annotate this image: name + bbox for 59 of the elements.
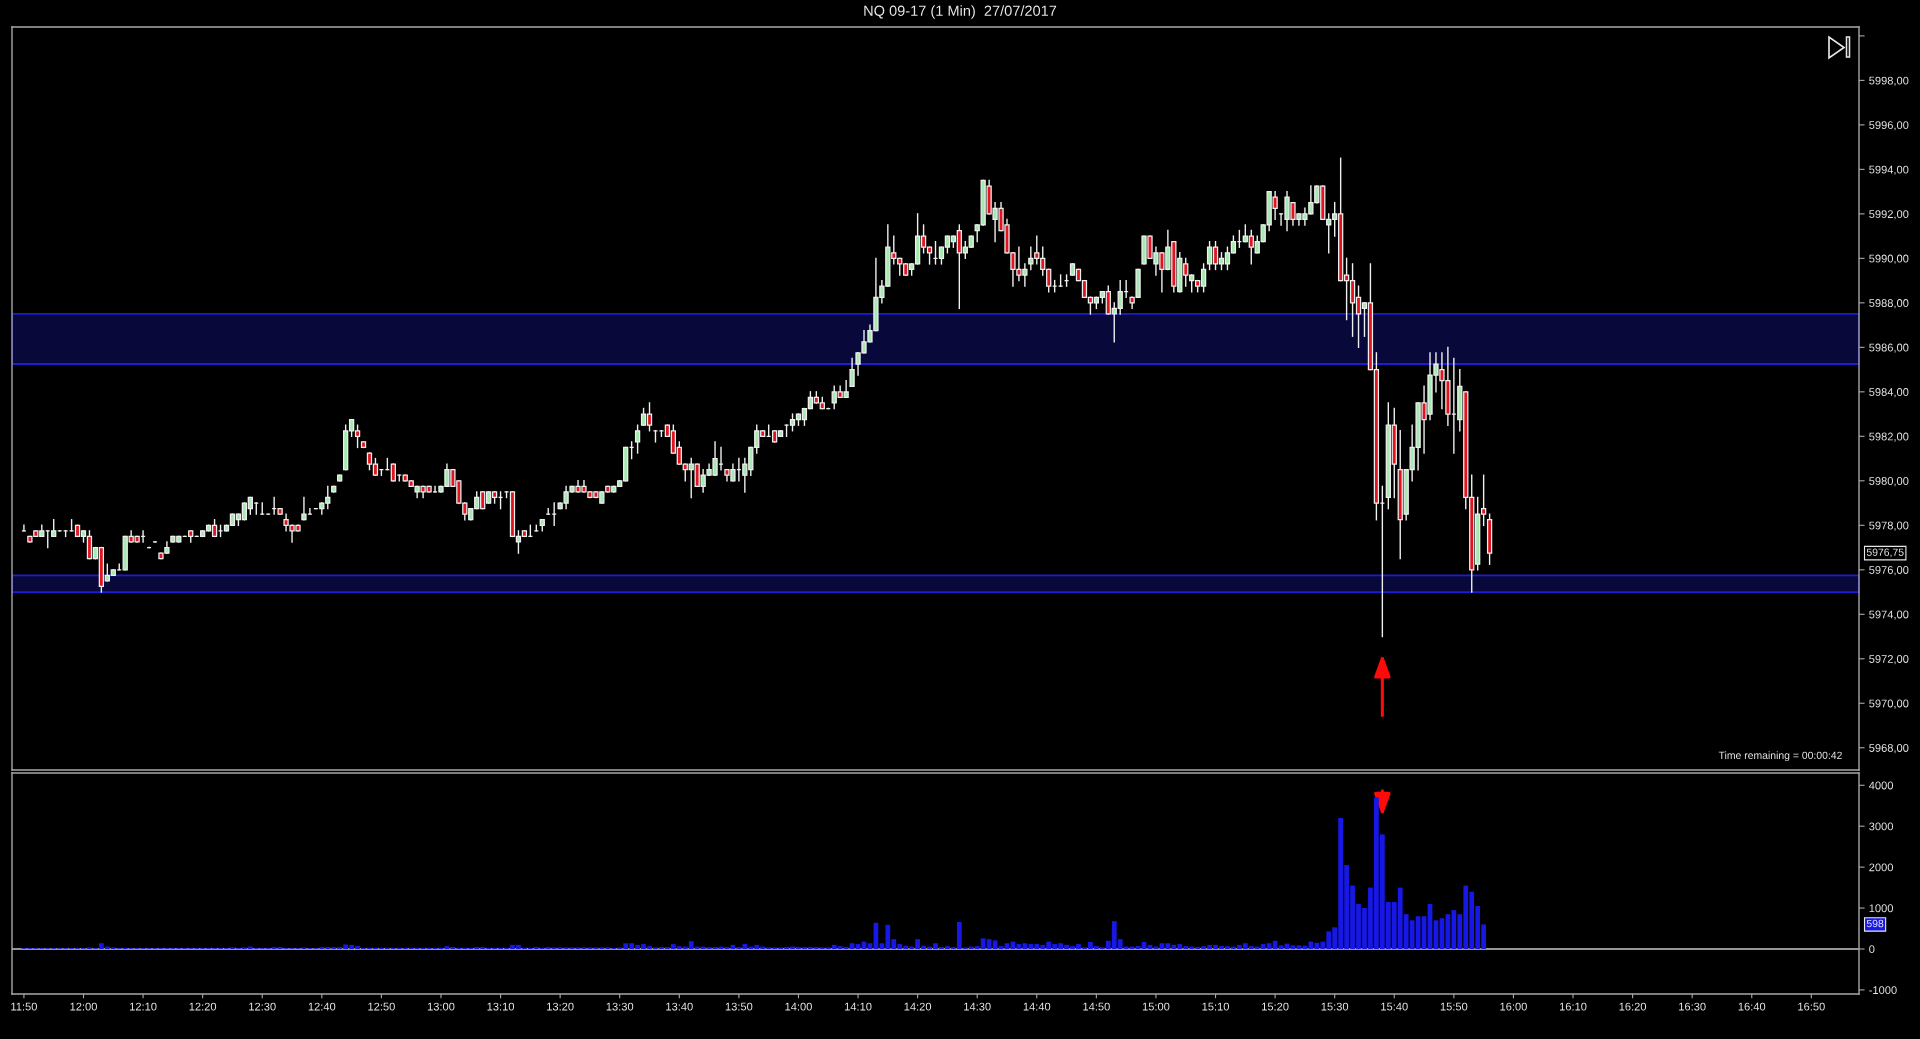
y-tick-label: 5974,00 [1869,610,1909,620]
y-tick-label: -1000 [1869,986,1897,995]
y-tick-label: 5978,00 [1869,521,1909,531]
y-tick-label: 5990,00 [1869,254,1909,264]
x-tick-label: 16:40 [1738,1002,1766,1011]
x-tick-label: 15:40 [1381,1002,1408,1011]
y-tick-label: 3000 [1869,822,1894,831]
y-tick-label: 5984,00 [1869,388,1909,398]
x-tick-label: 14:50 [1083,1002,1110,1011]
x-tick-label: 13:30 [606,1002,634,1011]
x-tick-label: 13:20 [547,1002,574,1011]
y-tick-label: 4000 [1868,781,1894,790]
chart-title: NQ 09-17 (1 Min) 27/07/2017 [864,5,1057,19]
candlestick [849,357,855,387]
x-tick-label: 13:40 [666,1002,693,1011]
x-tick-label: 15:00 [1142,1002,1170,1011]
x-tick-label: 16:10 [1559,1002,1587,1011]
x-tick-label: 15:30 [1321,1002,1349,1011]
y-tick-label: 5994,00 [1869,165,1909,175]
y-tick-label: 5968,00 [1869,744,1909,754]
x-tick-label: 14:20 [904,1002,932,1011]
text: 598 [1866,919,1884,928]
y-tick-label: 2000 [1869,863,1894,872]
y-tick-label: 5988,00 [1869,299,1909,309]
x-tick-label: 12:30 [249,1002,276,1011]
x-tick-label: 14:40 [1023,1002,1051,1011]
x-tick-label: 16:30 [1679,1002,1706,1011]
y-tick-label: 5986,00 [1869,343,1909,353]
y-tick-label: 5972,00 [1869,655,1909,665]
y-tick-label: 5980,00 [1869,477,1909,487]
x-tick-label: 14:00 [785,1002,812,1011]
text: 5976,75 [1866,548,1904,558]
y-tick-label: 5996,00 [1869,121,1909,131]
x-tick-label: 12:10 [130,1002,157,1011]
x-tick-label: 13:50 [725,1002,753,1011]
x-tick-label: 11:50 [11,1002,37,1011]
x-tick-label: 12:20 [189,1002,217,1011]
y-tick-label: 5998,00 [1869,76,1909,86]
x-tick-label: 13:00 [427,1002,455,1011]
x-tick-label: 14:30 [964,1002,991,1011]
y-tick-label: 5976,00 [1869,566,1909,576]
candlestick [634,424,641,454]
x-tick-label: 16:50 [1798,1002,1825,1011]
x-tick-label: 12:40 [308,1002,336,1011]
x-tick-label: 13:10 [487,1002,515,1011]
y-tick-label: 5982,00 [1869,432,1909,442]
x-tick-label: 16:20 [1619,1002,1647,1011]
x-tick-label: 15:10 [1202,1002,1229,1011]
x-tick-label: 15:50 [1440,1002,1468,1011]
annotation: Time remaining = 00:00:42 [1718,751,1842,762]
x-tick-label: 12:50 [368,1002,395,1011]
x-tick-label: 16:00 [1500,1002,1527,1011]
x-tick-label: 14:10 [844,1002,872,1011]
y-tick-label: 1000 [1869,904,1894,913]
y-tick-label: 0 [1869,945,1875,954]
y-tick-label: 5992,00 [1869,210,1909,220]
x-tick-label: 15:20 [1262,1002,1289,1011]
x-tick-label: 12:00 [70,1002,97,1011]
y-tick-label: 5970,00 [1869,699,1909,709]
